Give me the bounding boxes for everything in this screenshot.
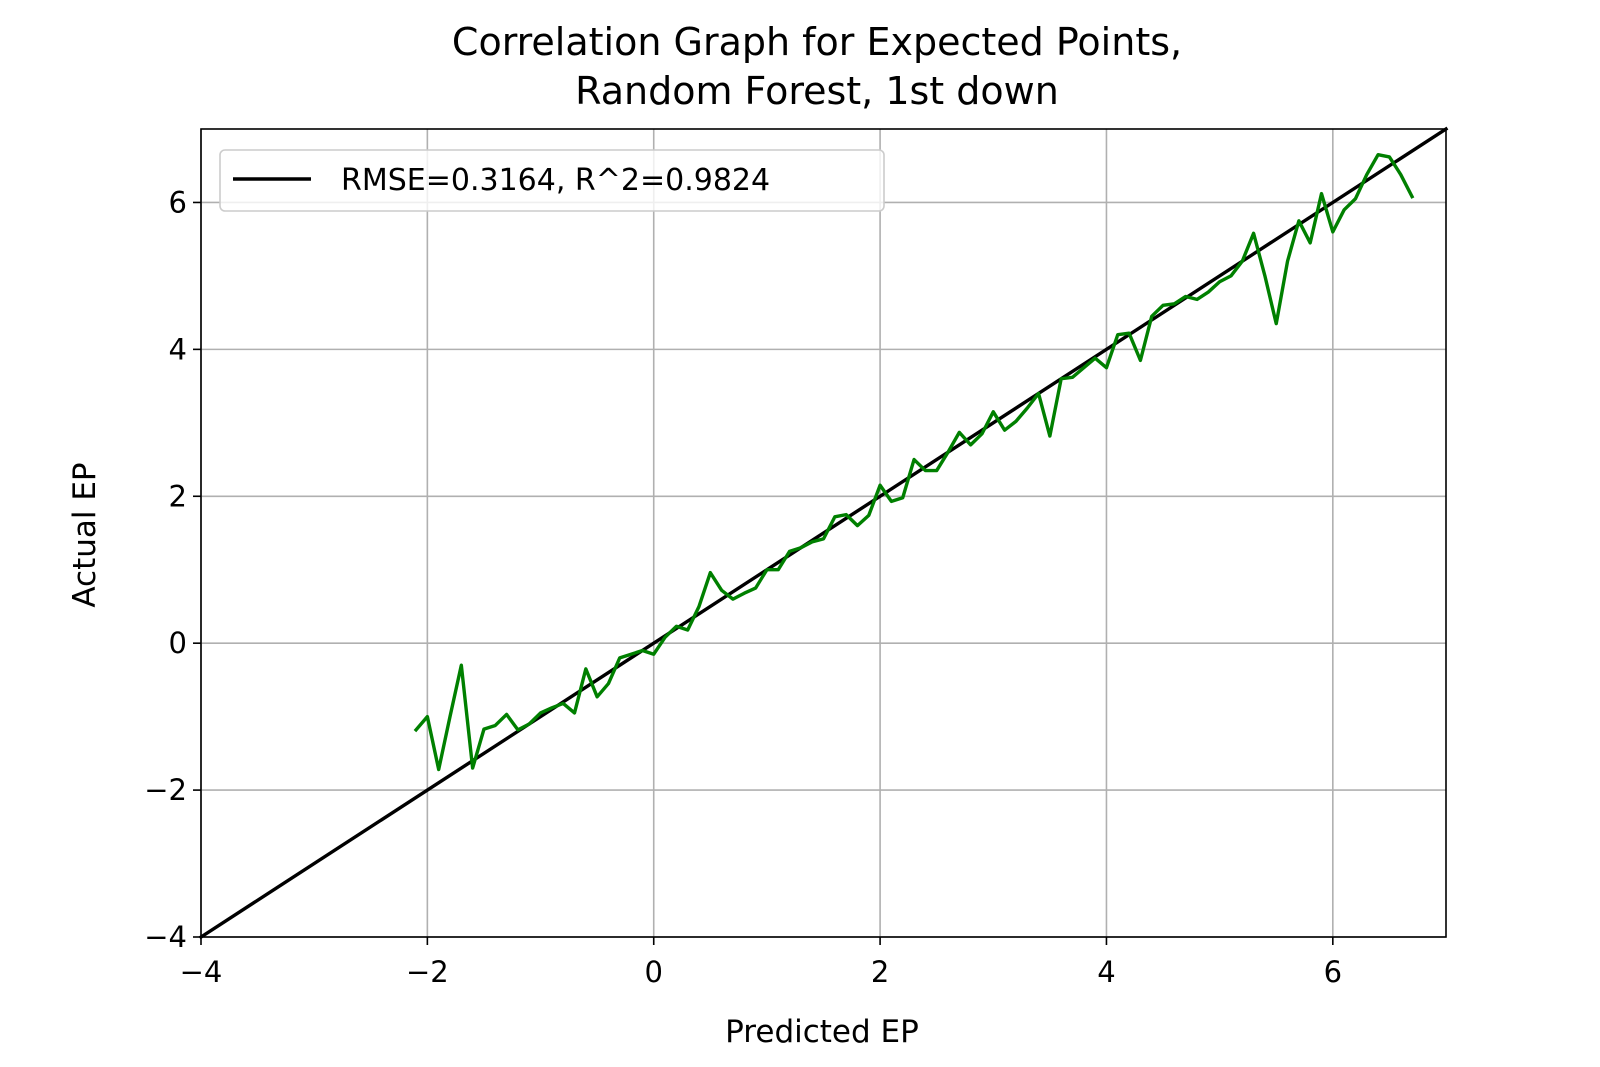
chart-title-line-1: Correlation Graph for Expected Points, bbox=[452, 20, 1182, 64]
actual-ep-line bbox=[413, 153, 1415, 772]
grid-lines bbox=[200, 129, 1446, 938]
x-tick-label-4: 4 bbox=[1097, 955, 1115, 989]
y-tick-label-0: −4 bbox=[144, 920, 187, 954]
y-tick-label-2: 0 bbox=[169, 626, 187, 660]
series-lines bbox=[198, 126, 1449, 940]
x-tick-label-1: −2 bbox=[406, 955, 449, 989]
plot-area-frame bbox=[200, 128, 1447, 938]
legend-box bbox=[219, 149, 885, 212]
x-tick-label-3: 2 bbox=[871, 955, 889, 989]
y-tick-label-4: 4 bbox=[169, 332, 187, 366]
x-tick-label-0: −4 bbox=[180, 955, 223, 989]
x-tick-label-2: 0 bbox=[645, 955, 663, 989]
axis-ticks: −4 −2 0 2 4 6 −4 −2 0 2 4 6 bbox=[144, 185, 1342, 989]
y-tick-label-3: 2 bbox=[169, 479, 187, 513]
x-axis-label: Predicted EP bbox=[725, 1014, 919, 1050]
y-axis-label: Actual EP bbox=[67, 462, 103, 607]
legend: RMSE=0.3164, R^2=0.9824 bbox=[219, 149, 885, 212]
y-tick-label-5: 6 bbox=[169, 185, 187, 219]
y-tick-label-1: −2 bbox=[144, 773, 187, 807]
x-tick-label-5: 6 bbox=[1324, 955, 1342, 989]
legend-entry-label: RMSE=0.3164, R^2=0.9824 bbox=[341, 163, 770, 198]
chart-title-line-2: Random Forest, 1st down bbox=[575, 69, 1059, 113]
